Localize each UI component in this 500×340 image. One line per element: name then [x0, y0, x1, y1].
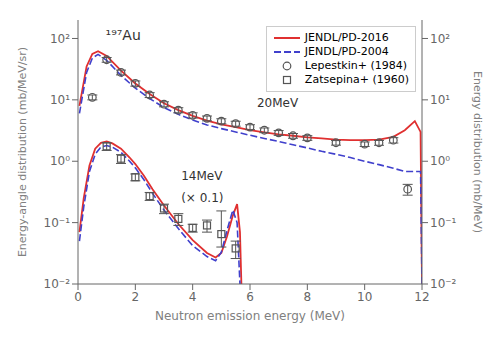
html-text:JENDL/PD-2016: JENDL/PD-2016 — [304, 31, 389, 44]
svg-text:10⁻²: 10⁻² — [44, 277, 71, 291]
svg-text:0: 0 — [74, 290, 82, 304]
svg-text:10⁻²: 10⁻² — [430, 277, 457, 291]
svg-text:10⁻¹: 10⁻¹ — [430, 216, 457, 230]
svg-text:12: 12 — [414, 290, 429, 304]
svg-text:10¹: 10¹ — [430, 93, 450, 107]
html-text:20MeV: 20MeV — [256, 95, 299, 110]
svg-text:8: 8 — [304, 290, 312, 304]
html-text:Lepestkin+ (1984): Lepestkin+ (1984) — [304, 59, 407, 72]
svg-text:4: 4 — [189, 290, 197, 304]
svg-text:10²: 10² — [50, 32, 70, 46]
svg-text:Energy-angle distribution (mb/: Energy-angle distribution (mb/MeV/sr) — [16, 47, 29, 257]
html-text:Zatsepina+ (1960): Zatsepina+ (1960) — [304, 73, 409, 86]
html-text:¹⁹⁷Au: ¹⁹⁷Au — [105, 26, 141, 43]
svg-text:10: 10 — [357, 290, 372, 304]
svg-text:6: 6 — [246, 290, 254, 304]
html-text:14MeV: 14MeV — [181, 169, 223, 184]
svg-text:10¹: 10¹ — [50, 93, 70, 107]
html-text:(× 0.1): (× 0.1) — [181, 190, 224, 205]
svg-text:Energy distribution (mb/MeV): Energy distribution (mb/MeV) — [471, 71, 484, 233]
svg-text:10⁻¹: 10⁻¹ — [44, 216, 71, 230]
svg-text:2: 2 — [132, 290, 140, 304]
svg-text:10²: 10² — [430, 32, 450, 46]
svg-text:10⁰: 10⁰ — [430, 154, 450, 168]
svg-text:10⁰: 10⁰ — [50, 154, 70, 168]
html-text:JENDL/PD-2004: JENDL/PD-2004 — [304, 45, 389, 58]
svg-text:Neutron emission energy (MeV): Neutron emission energy (MeV) — [155, 309, 345, 323]
